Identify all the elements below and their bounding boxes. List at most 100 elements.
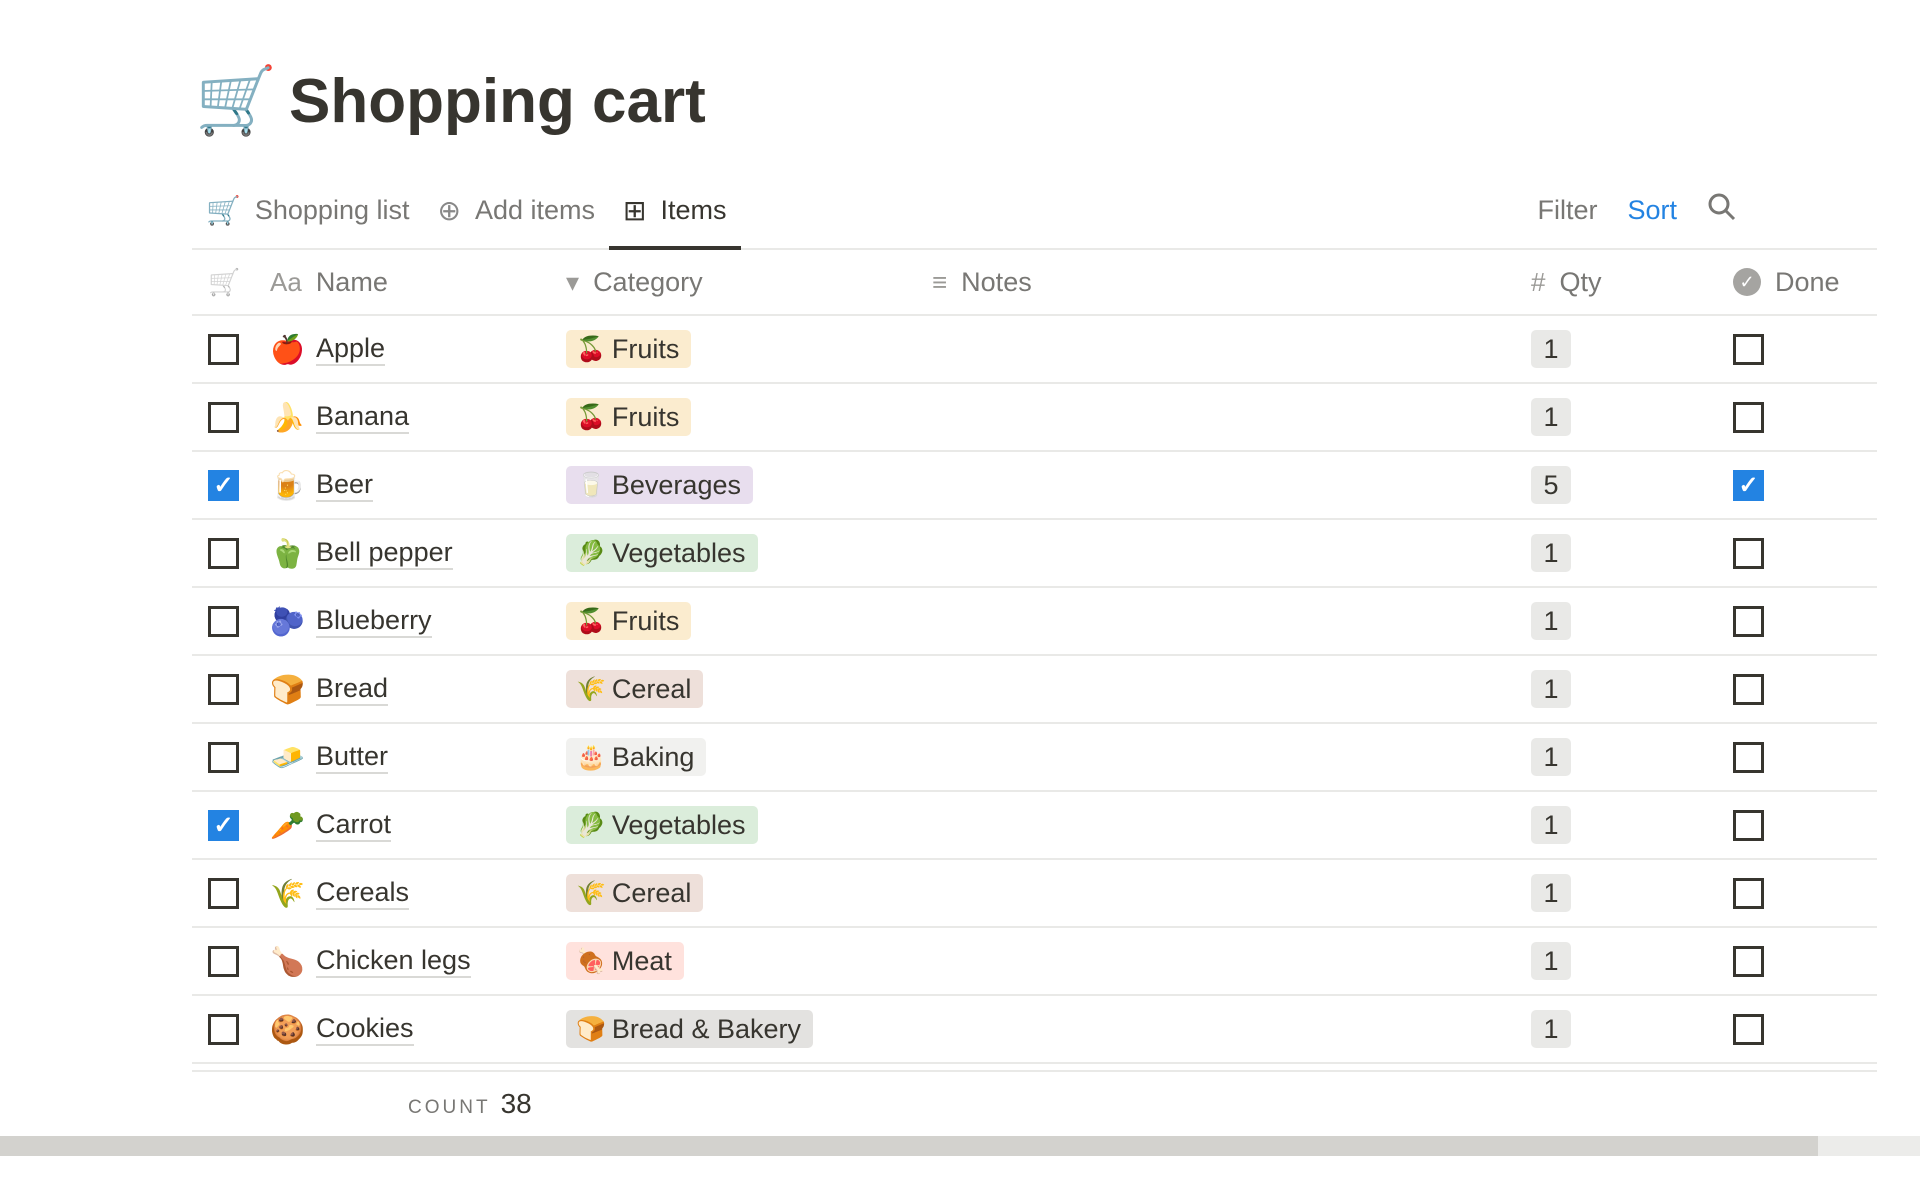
category-label: Beverages (611, 469, 741, 500)
table-row: 🍪 Cookies 🍞 Bread & Bakery 1 (192, 996, 1877, 1064)
category-emoji-icon: 🍞 (576, 1015, 606, 1043)
qty-value[interactable]: 5 (1531, 466, 1571, 504)
notes-column-header[interactable]: ≡ Notes (932, 250, 1032, 314)
done-checkbox[interactable] (1733, 673, 1764, 705)
done-checkbox[interactable] (1733, 605, 1764, 637)
category-column-header[interactable]: ▾ Category (566, 250, 703, 314)
item-emoji-icon: 🍌 (270, 401, 305, 433)
done-checkbox[interactable] (1733, 333, 1764, 365)
done-checkbox[interactable] (1733, 401, 1764, 433)
qty-value[interactable]: 1 (1531, 602, 1571, 640)
search-icon[interactable] (1707, 192, 1737, 229)
tab-shopping-list[interactable]: 🛒 Shopping list (192, 186, 423, 234)
tab-add-items[interactable]: ⊕ Add items (423, 186, 609, 234)
done-checkbox[interactable] (1733, 1013, 1764, 1045)
category-tag[interactable]: 🥬 Vegetables (566, 806, 758, 844)
cart-checkbox[interactable] (208, 741, 239, 773)
category-emoji-icon: 🥬 (576, 539, 606, 567)
count-label: COUNT (408, 1097, 491, 1118)
table-row: 🧈 Butter 🎂 Baking 1 (192, 724, 1877, 792)
qty-value[interactable]: 1 (1531, 1010, 1571, 1048)
select-icon: ▾ (566, 266, 580, 297)
table-footer-divider (192, 1070, 1877, 1072)
category-tag[interactable]: 🌾 Cereal (566, 670, 704, 708)
tab-items[interactable]: ⊞ Items (609, 186, 741, 250)
category-label: Vegetables (611, 537, 746, 568)
item-emoji-icon: 🍞 (270, 673, 305, 705)
done-checkbox[interactable]: ✓ (1733, 469, 1764, 501)
item-name[interactable]: Butter (316, 740, 389, 774)
cart-checkbox[interactable]: ✓ (208, 809, 239, 841)
sort-button[interactable]: Sort (1627, 194, 1677, 225)
cart-checkbox[interactable] (208, 333, 239, 365)
checkmark-circle-icon: ✓ (1733, 268, 1761, 296)
cart-checkbox[interactable] (208, 401, 239, 433)
category-tag[interactable]: 🥛 Beverages (566, 466, 753, 504)
cart-icon: 🛒 (206, 194, 241, 226)
qty-value[interactable]: 1 (1531, 942, 1571, 980)
done-checkbox[interactable] (1733, 945, 1764, 977)
item-emoji-icon: 🍗 (270, 945, 305, 977)
item-name[interactable]: Cereals (316, 876, 410, 910)
cart-column-header[interactable]: 🛒 (208, 250, 254, 314)
item-name[interactable]: Bell pepper (316, 536, 453, 570)
page-title[interactable]: Shopping cart (289, 66, 706, 136)
category-label: Fruits (611, 605, 680, 636)
item-name[interactable]: Apple (316, 332, 386, 366)
scrollbar-thumb[interactable] (0, 1136, 1818, 1156)
cart-checkbox[interactable] (208, 1013, 239, 1045)
qty-value[interactable]: 1 (1531, 670, 1571, 708)
qty-value[interactable]: 1 (1531, 398, 1571, 436)
column-label: Category (593, 266, 703, 297)
category-tag[interactable]: 🥬 Vegetables (566, 534, 758, 572)
shopping-cart-icon[interactable]: 🛒 (195, 63, 278, 137)
item-name[interactable]: Cookies (316, 1012, 414, 1046)
qty-column-header[interactable]: # Qty (1531, 250, 1601, 314)
item-name[interactable]: Blueberry (316, 604, 432, 638)
lines-icon: ≡ (932, 266, 948, 297)
cart-checkbox[interactable] (208, 605, 239, 637)
item-name[interactable]: Beer (316, 468, 374, 502)
category-tag[interactable]: 🍖 Meat (566, 942, 684, 980)
column-label: Name (315, 266, 388, 297)
qty-value[interactable]: 1 (1531, 874, 1571, 912)
cart-checkbox[interactable]: ✓ (208, 469, 239, 501)
category-label: Meat (611, 945, 672, 976)
filter-button[interactable]: Filter (1537, 194, 1598, 225)
item-name[interactable]: Carrot (316, 808, 392, 842)
category-tag[interactable]: 🎂 Baking (566, 738, 707, 776)
item-emoji-icon: 🫑 (270, 537, 305, 569)
category-tag[interactable]: 🌾 Cereal (566, 874, 704, 912)
category-emoji-icon: 🍒 (576, 403, 606, 431)
table-row: 🌾 Cereals 🌾 Cereal 1 (192, 860, 1877, 928)
category-tag[interactable]: 🍒 Fruits (566, 398, 692, 436)
table-row: 🍎 Apple 🍒 Fruits 1 (192, 316, 1877, 384)
cart-checkbox[interactable] (208, 877, 239, 909)
text-icon: Aa (270, 266, 302, 297)
category-emoji-icon: 🌾 (576, 675, 606, 703)
count-summary[interactable]: COUNT 38 (408, 1088, 532, 1120)
item-name[interactable]: Banana (316, 400, 410, 434)
qty-value[interactable]: 1 (1531, 534, 1571, 572)
done-column-header[interactable]: ✓ Done (1733, 250, 1840, 314)
qty-value[interactable]: 1 (1531, 330, 1571, 368)
done-checkbox[interactable] (1733, 537, 1764, 569)
done-checkbox[interactable] (1733, 741, 1764, 773)
cart-checkbox[interactable] (208, 945, 239, 977)
done-checkbox[interactable] (1733, 809, 1764, 841)
tab-label: Items (660, 194, 727, 225)
done-checkbox[interactable] (1733, 877, 1764, 909)
qty-value[interactable]: 1 (1531, 738, 1571, 776)
horizontal-scrollbar[interactable] (0, 1136, 1920, 1156)
category-tag[interactable]: 🍒 Fruits (566, 330, 692, 368)
category-tag[interactable]: 🍒 Fruits (566, 602, 692, 640)
cart-checkbox[interactable] (208, 537, 239, 569)
item-name[interactable]: Chicken legs (316, 944, 471, 978)
cart-checkbox[interactable] (208, 673, 239, 705)
table-row: 🍗 Chicken legs 🍖 Meat 1 (192, 928, 1877, 996)
qty-value[interactable]: 1 (1531, 806, 1571, 844)
item-emoji-icon: 🫐 (270, 605, 305, 637)
item-name[interactable]: Bread (316, 672, 389, 706)
name-column-header[interactable]: Aa Name (270, 250, 388, 314)
category-tag[interactable]: 🍞 Bread & Bakery (566, 1010, 813, 1048)
